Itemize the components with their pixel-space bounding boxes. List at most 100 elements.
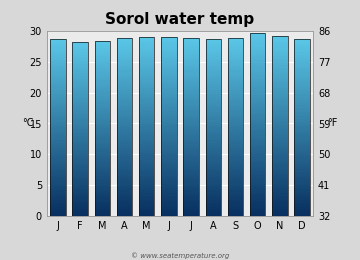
- Bar: [50, 136, 66, 138]
- Bar: [294, 158, 310, 161]
- Bar: [95, 54, 110, 56]
- Bar: [228, 111, 243, 114]
- Bar: [117, 134, 132, 136]
- Bar: [272, 178, 288, 180]
- Bar: [72, 118, 88, 120]
- Bar: [72, 90, 88, 92]
- Bar: [228, 178, 243, 180]
- Bar: [95, 98, 110, 100]
- Bar: [183, 47, 199, 49]
- Bar: [250, 129, 265, 131]
- Bar: [272, 81, 288, 83]
- Bar: [72, 81, 88, 83]
- Bar: [50, 85, 66, 87]
- Bar: [139, 77, 154, 79]
- Bar: [161, 120, 177, 122]
- Bar: [50, 160, 66, 163]
- Bar: [206, 191, 221, 194]
- Bar: [250, 81, 265, 83]
- Bar: [294, 72, 310, 75]
- Bar: [294, 156, 310, 158]
- Bar: [161, 209, 177, 211]
- Bar: [183, 42, 199, 45]
- Bar: [294, 39, 310, 216]
- Bar: [206, 76, 221, 79]
- Bar: [50, 121, 66, 123]
- Bar: [50, 154, 66, 156]
- Bar: [95, 65, 110, 67]
- Bar: [50, 180, 66, 183]
- Bar: [294, 77, 310, 79]
- Bar: [183, 87, 199, 89]
- Bar: [206, 183, 221, 185]
- Bar: [139, 95, 154, 97]
- Bar: [183, 45, 199, 47]
- Bar: [50, 74, 66, 76]
- Bar: [183, 120, 199, 122]
- Bar: [117, 76, 132, 78]
- Bar: [250, 51, 265, 54]
- Bar: [161, 198, 177, 200]
- Bar: [95, 200, 110, 203]
- Bar: [183, 98, 199, 100]
- Bar: [250, 63, 265, 65]
- Bar: [272, 164, 288, 166]
- Bar: [183, 171, 199, 174]
- Bar: [72, 170, 88, 172]
- Bar: [95, 161, 110, 163]
- Bar: [139, 142, 154, 144]
- Bar: [139, 180, 154, 182]
- Bar: [139, 86, 154, 88]
- Bar: [95, 181, 110, 183]
- Bar: [161, 90, 177, 93]
- Bar: [294, 185, 310, 187]
- Bar: [294, 205, 310, 207]
- Bar: [50, 200, 66, 203]
- Bar: [228, 38, 243, 40]
- Bar: [139, 126, 154, 128]
- Bar: [117, 174, 132, 176]
- Bar: [117, 118, 132, 120]
- Bar: [139, 200, 154, 202]
- Bar: [294, 130, 310, 132]
- Bar: [139, 64, 154, 66]
- Bar: [139, 115, 154, 117]
- Bar: [294, 61, 310, 63]
- Bar: [95, 41, 110, 216]
- Bar: [72, 135, 88, 138]
- Bar: [50, 205, 66, 207]
- Bar: [72, 127, 88, 129]
- Bar: [72, 161, 88, 164]
- Bar: [228, 45, 243, 47]
- Bar: [272, 213, 288, 216]
- Bar: [72, 211, 88, 214]
- Bar: [294, 53, 310, 55]
- Bar: [294, 68, 310, 70]
- Bar: [161, 133, 177, 135]
- Bar: [250, 113, 265, 115]
- Bar: [228, 102, 243, 105]
- Bar: [250, 157, 265, 159]
- Bar: [228, 183, 243, 185]
- Bar: [95, 126, 110, 128]
- Bar: [139, 167, 154, 169]
- Bar: [72, 144, 88, 146]
- Bar: [139, 144, 154, 146]
- Bar: [95, 89, 110, 91]
- Bar: [139, 43, 154, 46]
- Bar: [117, 136, 132, 138]
- Bar: [228, 151, 243, 154]
- Bar: [50, 174, 66, 176]
- Bar: [95, 163, 110, 166]
- Bar: [183, 111, 199, 114]
- Bar: [117, 131, 132, 134]
- Bar: [72, 198, 88, 201]
- Bar: [272, 153, 288, 155]
- Bar: [139, 97, 154, 99]
- Bar: [117, 38, 132, 216]
- Bar: [117, 189, 132, 191]
- Bar: [228, 100, 243, 102]
- Bar: [139, 184, 154, 187]
- Bar: [294, 194, 310, 196]
- Bar: [95, 137, 110, 139]
